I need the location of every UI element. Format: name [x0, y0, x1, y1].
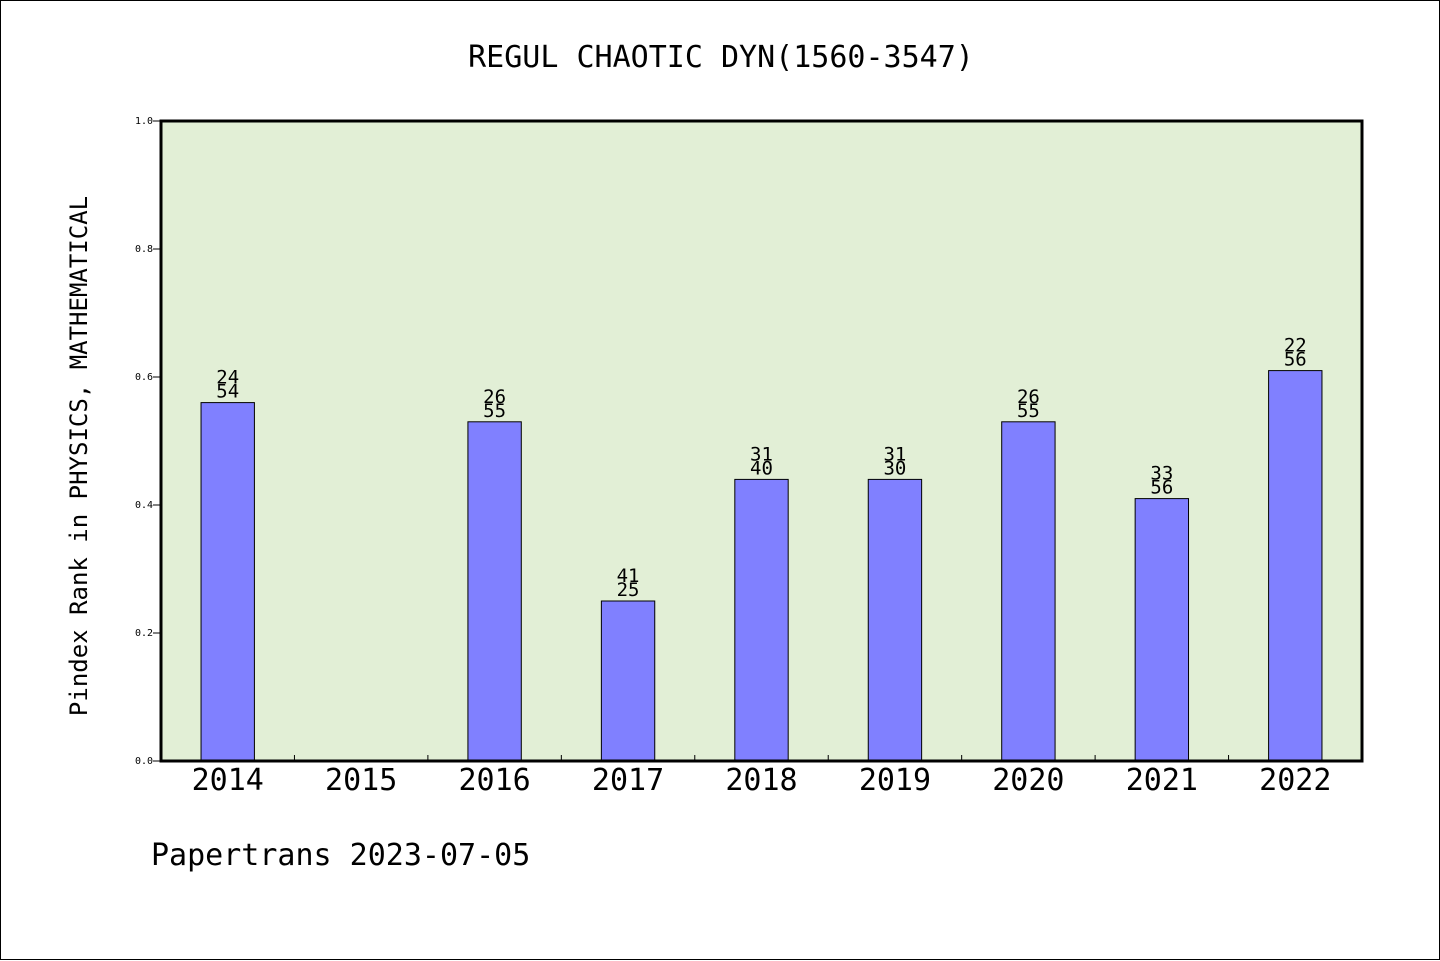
bar-2021	[1134, 498, 1190, 762]
bar-2017	[600, 600, 656, 762]
bar-2014	[200, 402, 255, 762]
bar-2016	[467, 421, 522, 762]
y-axis-label: Pindex Rank in PHYSICS, MATHEMATICAL	[65, 196, 93, 716]
bar-2019	[867, 478, 923, 762]
x-tick-label: 2020	[992, 763, 1064, 798]
y-tick-label: 0.4	[135, 500, 153, 511]
bar-label-total: 30	[883, 457, 906, 479]
x-tick-label: 2014	[192, 763, 264, 798]
bar-2020	[1001, 421, 1056, 762]
x-tick-label: 2015	[325, 763, 397, 798]
bar-label-rank: 26	[1017, 386, 1040, 408]
bar-label-total: 40	[750, 457, 773, 479]
bar-label-total: 56	[1150, 477, 1173, 499]
plot-border	[159, 119, 1364, 763]
y-tick-label: 0.8	[135, 244, 153, 255]
chart-title: REGUL CHAOTIC DYN(1560-3547)	[468, 40, 974, 75]
bar-label-total: 55	[1017, 400, 1040, 422]
bar-2018	[734, 478, 789, 762]
bar-label-rank: 24	[216, 367, 239, 389]
x-tick-label: 2016	[458, 763, 530, 798]
bar-label-rank: 31	[883, 443, 906, 465]
bar-label-total: 25	[617, 579, 640, 601]
y-tick-label: 0.2	[135, 628, 153, 639]
bar-label-rank: 22	[1284, 335, 1307, 357]
y-tick-label: 1.0	[135, 116, 153, 127]
bar-label-total: 56	[1284, 349, 1307, 371]
x-tick-label: 2022	[1259, 763, 1331, 798]
bar-label-rank: 26	[483, 386, 506, 408]
ticks-layer: 0.0 0.2 0.4 0.6 0.8 1.0 2014 2015 2016 2017 2018 20…	[135, 116, 1331, 798]
bar-2022	[1268, 370, 1323, 762]
bar-label-rank: 33	[1150, 463, 1173, 485]
y-tick-label: 0.0	[135, 756, 153, 767]
footer-text: Papertrans 2023-07-05	[151, 838, 530, 873]
x-tick-label: 2018	[725, 763, 797, 798]
x-tick-label: 2019	[859, 763, 931, 798]
x-tick-label: 2017	[592, 763, 664, 798]
bar-label-rank: 41	[617, 565, 640, 587]
x-tick-label: 2021	[1126, 763, 1198, 798]
y-tick-label: 0.6	[135, 372, 153, 383]
bar-label-rank: 31	[750, 443, 773, 465]
bar-label-total: 54	[216, 381, 239, 403]
bar-label-total: 55	[483, 400, 506, 422]
